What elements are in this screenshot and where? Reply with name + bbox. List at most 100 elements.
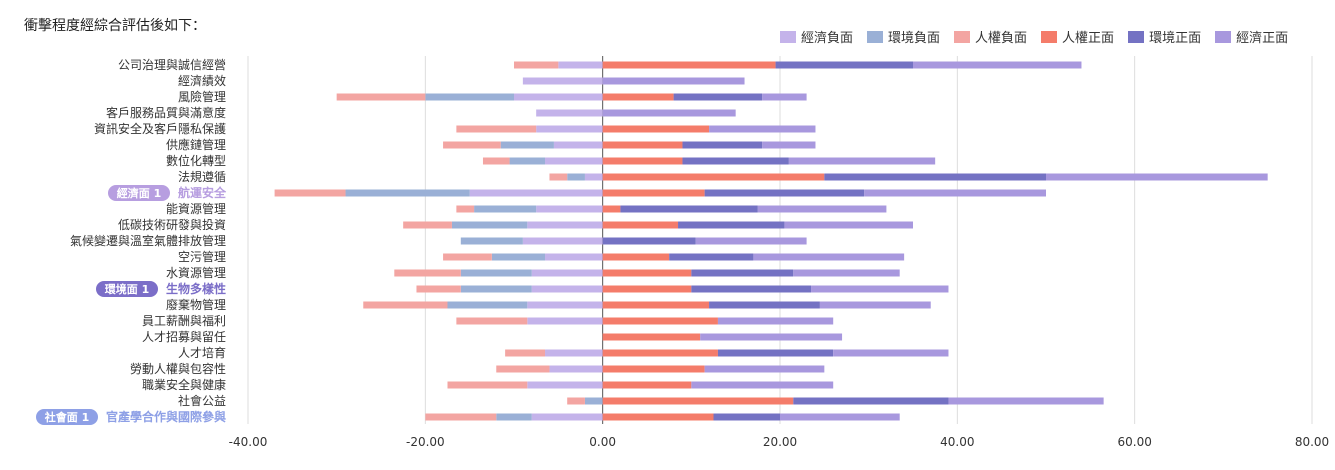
category-label: 人才培育 <box>178 345 226 360</box>
chart-legend: 經濟負面 環境負面 人權負面 人權正面 環境正面 經濟正面 <box>780 27 1288 46</box>
bar-segment <box>531 285 603 293</box>
legend-label: 經濟正面 <box>1236 31 1289 46</box>
legend-item[interactable]: 人權負面 <box>954 27 1027 46</box>
category-label: 職業安全與健康 <box>142 377 226 392</box>
category-label: 員工薪酬與福利 <box>142 313 226 328</box>
bar-segment <box>682 157 789 165</box>
category-label: 供應鏈管理 <box>166 137 226 152</box>
legend-label: 人權正面 <box>1062 31 1115 46</box>
highlight-badge-label: 社會面 1 <box>44 410 89 424</box>
bar-segment <box>460 269 532 277</box>
category-label: 低碳技術研發與投資 <box>118 217 226 232</box>
legend-swatch <box>954 30 971 43</box>
bar-segment <box>762 93 807 101</box>
category-label: 生物多樣性 <box>166 281 226 296</box>
bar-segment <box>682 141 763 149</box>
bar-segment <box>514 61 559 69</box>
bar-segment <box>864 189 1046 197</box>
bar-segment <box>536 109 603 117</box>
bar-segment <box>717 349 834 357</box>
legend-item[interactable]: 經濟負面 <box>780 27 853 46</box>
bar-segment <box>496 365 550 373</box>
bar-segment <box>394 269 461 277</box>
category-label: 水資源管理 <box>166 265 226 280</box>
bar-segment <box>788 157 936 165</box>
bar-segment <box>691 269 794 277</box>
bar-segment <box>1046 173 1268 181</box>
bar-segment <box>416 285 461 293</box>
x-tick-label: 80.00 <box>1295 435 1329 449</box>
legend-item[interactable]: 經濟正面 <box>1215 27 1288 46</box>
bar-segment <box>403 221 452 229</box>
highlight-badge <box>108 185 170 201</box>
category-label: 客戶服務品質與滿意度 <box>106 105 226 120</box>
bar-segment <box>602 269 692 277</box>
bar-segment <box>527 317 603 325</box>
bar-segment <box>753 253 905 261</box>
bar-segment <box>602 205 621 213</box>
bar-segment <box>500 141 554 149</box>
legend-item[interactable]: 環境正面 <box>1128 27 1201 46</box>
bar-segment <box>443 253 492 261</box>
category-label: 公司治理與誠信經營 <box>118 58 226 72</box>
bar-segment <box>602 317 718 325</box>
bar-segment <box>456 125 537 133</box>
bar-segment <box>451 221 528 229</box>
bar-segment <box>474 205 537 213</box>
bar-segment <box>447 381 528 389</box>
legend-label: 人權負面 <box>975 31 1028 46</box>
bar-segment <box>602 125 710 133</box>
bar-segment <box>691 381 834 389</box>
legend-label: 環境負面 <box>888 31 941 46</box>
bar-segment <box>549 365 603 373</box>
category-label: 人才招募與留任 <box>142 330 226 344</box>
bar-segment <box>345 189 470 197</box>
bar-segment <box>522 77 603 85</box>
category-label: 航運安全 <box>178 185 227 200</box>
category-label: 社會公益 <box>178 393 226 408</box>
bar-segment <box>913 61 1082 69</box>
bar-segment <box>695 237 807 245</box>
bar-segment <box>780 413 900 421</box>
bar-segment <box>824 173 1046 181</box>
category-label: 數位化轉型 <box>166 153 226 168</box>
bar-segment <box>762 141 816 149</box>
legend-label: 經濟負面 <box>801 31 854 46</box>
highlight-badge-label: 環境面 1 <box>105 282 149 296</box>
bar-segment <box>775 61 913 69</box>
x-tick-label: 20.00 <box>763 435 797 449</box>
x-tick-label: 60.00 <box>1117 435 1151 449</box>
category-label: 資訊安全及客戶隱私保護 <box>94 121 226 136</box>
legend-item[interactable]: 人權正面 <box>1041 27 1114 46</box>
bar-segment <box>456 205 475 213</box>
bar-segment <box>602 61 776 69</box>
bar-segment <box>505 349 546 357</box>
bar-segment <box>536 205 603 213</box>
bar-segment <box>784 221 913 229</box>
bar-segment <box>460 237 523 245</box>
legend-swatch <box>1128 30 1145 43</box>
bar-segment <box>713 413 780 421</box>
legend-item[interactable]: 環境負面 <box>867 27 940 46</box>
bar-segment <box>602 381 692 389</box>
bar-segment <box>491 253 546 261</box>
bar-segment <box>602 397 794 405</box>
bar-segment <box>704 365 825 373</box>
bar-segment <box>567 173 585 181</box>
bar-segment <box>496 413 532 421</box>
bar-segment <box>757 205 887 213</box>
category-label: 氣候變遷與溫室氣體排放管理 <box>70 233 226 248</box>
bar-segment <box>567 397 585 405</box>
bar-segment <box>602 333 701 341</box>
category-label: 官產學合作與國際參與 <box>106 409 226 424</box>
bar-segment <box>274 189 346 197</box>
bar-segment <box>602 253 670 261</box>
bar-segment <box>456 317 528 325</box>
bar-segment <box>509 157 546 165</box>
bar-segment <box>549 173 568 181</box>
bar-segment <box>584 173 603 181</box>
bar-segment <box>545 253 603 261</box>
bar-segment <box>717 317 834 325</box>
bar-segment <box>425 93 514 101</box>
bar-segment <box>709 125 816 133</box>
